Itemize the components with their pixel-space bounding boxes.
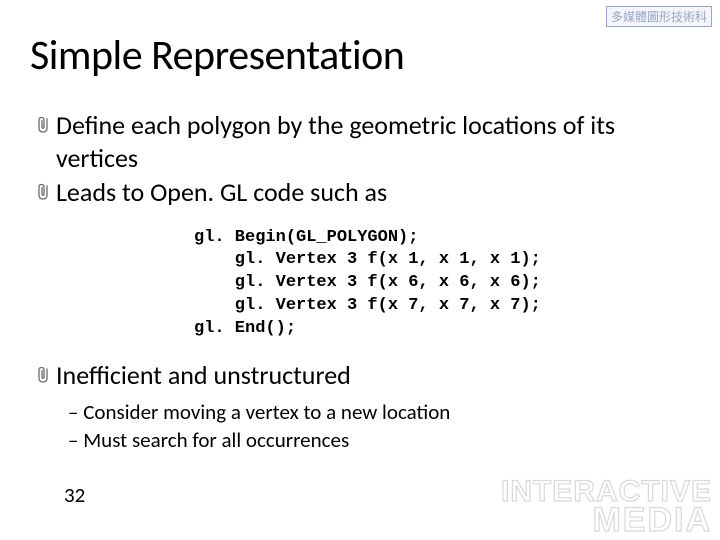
page-title: Simple Representation [30,30,690,81]
watermark-line-2: MEDIA [501,505,712,536]
bullet-text-1: Define each polygon by the geometric loc… [56,109,690,174]
sub-item-1: – Consider moving a vertex to a new loca… [68,398,690,426]
sub-list: – Consider moving a vertex to a new loca… [68,398,690,455]
bullet-item-3: Inefficient and unstructured [34,359,690,392]
bullet-list: Define each polygon by the geometric loc… [34,109,690,454]
watermark: INTERACTIVE MEDIA [501,478,712,536]
paperclip-icon [34,182,52,202]
corner-label-box: 多媒體圖形技術科 [606,6,712,27]
bullet-item-1: Define each polygon by the geometric loc… [34,109,690,174]
corner-label: 多媒體圖形技術科 [611,11,707,25]
bullet-item-2: Leads to Open. GL code such as [34,176,690,209]
bullet-text-2: Leads to Open. GL code such as [56,176,387,209]
page-number: 32 [64,482,85,508]
paperclip-icon [34,115,52,135]
code-block: gl. Begin(GL_POLYGON); gl. Vertex 3 f(x … [194,227,690,342]
slide: 多媒體圖形技術科 Simple Representation Define ea… [0,0,720,540]
bullet-text-3: Inefficient and unstructured [56,359,351,392]
paperclip-icon [34,365,52,385]
sub-item-2: – Must search for all occurrences [68,426,690,454]
